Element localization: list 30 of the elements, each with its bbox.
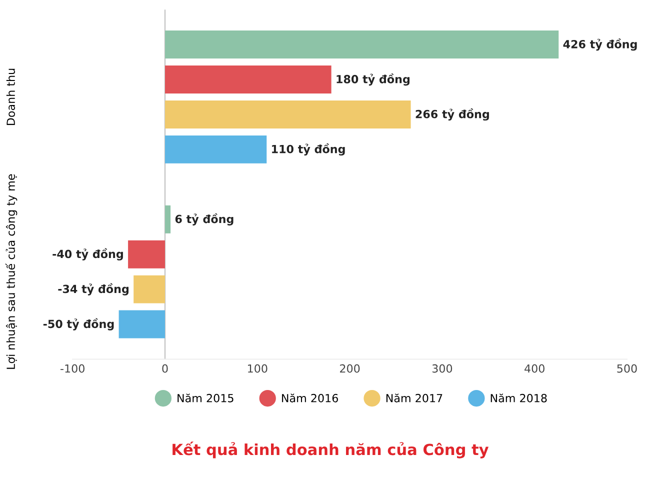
data-label: -50 tỷ đồng: [43, 318, 114, 330]
bar: [165, 205, 171, 234]
bar: [165, 135, 267, 164]
bar: [165, 100, 411, 128]
bar: [165, 66, 332, 94]
x-tick-label: 200: [340, 364, 360, 373]
x-tick-label: -100: [60, 364, 84, 373]
data-label: 110 tỷ đồng: [272, 143, 345, 156]
bar: [118, 310, 165, 338]
y-tick-label: Lợi nhuận sau thuế của công ty mẹ: [5, 174, 18, 369]
legend-label: Năm 2016: [282, 394, 338, 402]
legend-label: Năm 2017: [386, 394, 442, 402]
y-tick-label: Doanh thu: [6, 68, 16, 126]
x-tick-label: 100: [248, 364, 268, 373]
bar: [165, 30, 559, 59]
data-label: 180 tỷ đồng: [336, 73, 410, 86]
x-tick-label: 0: [162, 364, 168, 373]
legend-label: Năm 2015: [178, 394, 234, 402]
bar: [134, 275, 165, 304]
data-label: 426 tỷ đồng: [563, 38, 637, 51]
x-tick-label: 400: [524, 364, 544, 373]
x-tick-label: 500: [617, 364, 637, 373]
text: Kết quả kinh doanh năm của Công ty: [172, 442, 489, 458]
bar: [128, 240, 165, 268]
data-label: -34 tỷ đồng: [58, 283, 128, 296]
x-tick-label: 300: [432, 364, 452, 373]
data-label: 6 tỷ đồng: [175, 213, 234, 226]
data-label: 266 tỷ đồng: [416, 108, 489, 121]
legend-label: Năm 2018: [490, 394, 547, 402]
data-label: -40 tỷ đồng: [52, 248, 123, 260]
